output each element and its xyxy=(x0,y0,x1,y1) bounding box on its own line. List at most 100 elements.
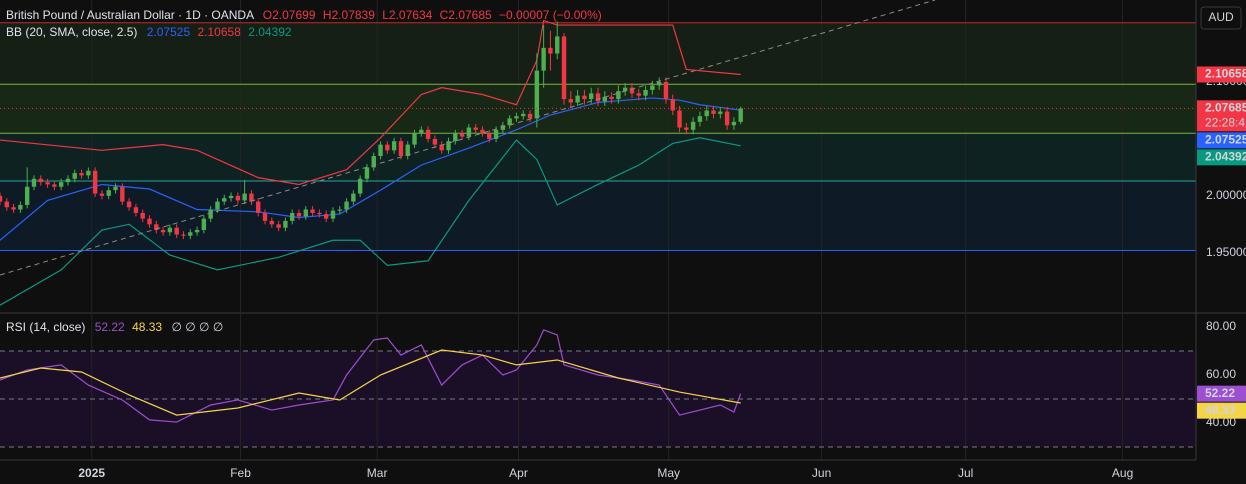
rsi-value: 52.22 xyxy=(95,320,125,334)
candle-body xyxy=(160,230,166,233)
price-badge xyxy=(1197,66,1246,83)
candle-body xyxy=(555,36,560,54)
candle-body xyxy=(256,201,261,213)
x-tick-label: Feb xyxy=(230,466,251,480)
ohlc-change: −0.00007 (−0.00%) xyxy=(499,8,602,22)
candle-body xyxy=(99,193,105,196)
candle-body xyxy=(208,209,213,219)
rsi-legend: RSI (14, close) 52.22 48.33 ∅ ∅ ∅ ∅ xyxy=(6,320,223,334)
candle-body xyxy=(269,220,275,225)
symbol-title: British Pound / Australian Dollar · 1D ·… xyxy=(6,8,254,22)
candle-body xyxy=(738,108,743,122)
candle-body xyxy=(595,93,601,102)
candle-body xyxy=(18,204,23,210)
candle-body xyxy=(45,182,50,185)
candle-body xyxy=(4,201,9,208)
candle-body xyxy=(704,110,709,117)
candle-body xyxy=(711,110,716,114)
axes: 2025 Feb Mar Apr May Jun Jul Aug 1.95000 2.00000 2… xyxy=(78,66,1246,480)
candle-body xyxy=(446,141,451,151)
candle-body xyxy=(303,209,308,217)
candle-body xyxy=(602,96,607,102)
candle-body xyxy=(541,47,546,71)
candle-body xyxy=(487,133,492,139)
candle-body xyxy=(215,201,220,210)
candle-body xyxy=(337,209,342,211)
x-tick-label: Jun xyxy=(812,466,831,480)
candle-body xyxy=(425,129,431,139)
candle-body xyxy=(677,110,682,128)
candle-body xyxy=(154,224,159,231)
candle-body xyxy=(582,95,587,100)
line xyxy=(0,19,741,186)
line xyxy=(0,137,741,306)
candle-body xyxy=(663,81,669,100)
candle-body xyxy=(656,81,662,86)
candle-body xyxy=(718,111,723,114)
candle-body xyxy=(147,218,152,225)
candle-body xyxy=(242,193,247,201)
line xyxy=(0,349,741,416)
x-tick-label: 2025 xyxy=(78,466,105,480)
candle-body xyxy=(439,144,444,151)
candle-body xyxy=(52,184,57,187)
candle-body xyxy=(323,214,329,219)
candle-body xyxy=(296,212,302,217)
candle-body xyxy=(514,116,519,119)
candle-body xyxy=(194,230,200,233)
candle-body xyxy=(344,201,349,210)
bb-lower-value: 2.04392 xyxy=(248,25,292,39)
candle-body xyxy=(650,85,655,90)
candle-body xyxy=(174,227,179,235)
x-tick-label: Jul xyxy=(958,466,973,480)
candle-body xyxy=(106,190,111,196)
currency[interactable]: AUD xyxy=(1208,10,1234,24)
ohlc-close: C2.07685 xyxy=(440,8,492,22)
candle-body xyxy=(222,198,227,202)
price-badge xyxy=(1197,149,1246,166)
candle-body xyxy=(385,144,390,151)
price-badge xyxy=(1197,385,1246,402)
y-tick-label: 1.95000 xyxy=(1206,245,1246,259)
candle-body xyxy=(120,186,125,202)
candle-body xyxy=(310,209,315,213)
price-pane xyxy=(0,0,1196,312)
candle-body xyxy=(405,144,410,156)
y-tick-label: 80.00 xyxy=(1206,319,1236,333)
candle-body xyxy=(609,96,614,100)
candle-body xyxy=(432,138,438,145)
candle-body xyxy=(534,70,540,119)
candle-body xyxy=(493,129,499,139)
candle-body xyxy=(480,129,485,134)
price-badge xyxy=(1197,402,1246,419)
bb-basis-value: 2.07525 xyxy=(147,25,191,39)
candle-body xyxy=(330,210,336,219)
candle-body xyxy=(391,141,397,151)
candle-body xyxy=(453,133,458,142)
candle-body xyxy=(140,212,145,219)
zone xyxy=(0,22,1196,85)
countdown: 22:28:4 xyxy=(1205,116,1245,130)
candle-body xyxy=(412,133,417,145)
candle-body xyxy=(527,113,533,119)
rsi-empty-values: ∅ ∅ ∅ ∅ xyxy=(171,320,223,334)
rsi-title: RSI (14, close) xyxy=(6,320,85,334)
x-tick-label: Apr xyxy=(509,466,528,480)
x-tick-label: Mar xyxy=(367,466,388,480)
candle-body xyxy=(181,234,186,236)
candle-body xyxy=(419,129,424,134)
candle-body xyxy=(473,127,478,130)
candle-body xyxy=(575,95,580,103)
candle-body xyxy=(684,127,689,130)
ohlc-high: H2.07839 xyxy=(323,8,375,22)
price-badge-label: 2.04392 xyxy=(1205,150,1246,164)
currency-box[interactable] xyxy=(1200,6,1242,30)
candle-body xyxy=(731,121,737,126)
price-badge-label: 2.10658 xyxy=(1205,67,1246,81)
candle-body xyxy=(357,178,363,194)
candle-body xyxy=(38,178,43,183)
candle-body xyxy=(371,156,376,168)
candle-body xyxy=(589,93,594,100)
ohlc-low: L2.07634 xyxy=(382,8,432,22)
